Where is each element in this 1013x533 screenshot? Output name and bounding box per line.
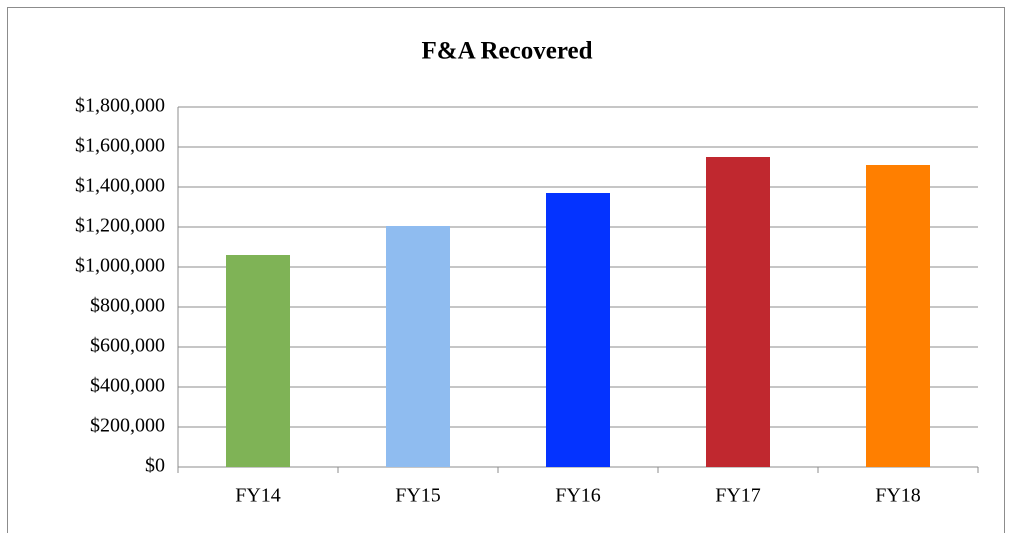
y-tick-label: $0 (145, 455, 165, 477)
x-tick-label: FY16 (555, 485, 601, 507)
x-tick-label: FY15 (395, 485, 441, 507)
bar (226, 255, 290, 467)
chart-frame (7, 7, 1005, 533)
x-tick-label: FY14 (235, 485, 281, 507)
y-tick-label: $200,000 (90, 415, 165, 437)
y-tick-label: $1,400,000 (75, 175, 165, 197)
y-tick-label: $1,600,000 (75, 135, 165, 157)
y-tick-label: $1,800,000 (75, 95, 165, 117)
bar (546, 193, 610, 467)
bar (706, 157, 770, 467)
y-tick-label: $400,000 (90, 375, 165, 397)
x-tick-label: FY17 (715, 485, 761, 507)
y-tick-label: $800,000 (90, 295, 165, 317)
x-tick-label: FY18 (875, 485, 921, 507)
bar (386, 226, 450, 467)
bar (866, 165, 930, 467)
y-tick-label: $1,000,000 (75, 255, 165, 277)
chart-title: F&A Recovered (421, 38, 592, 65)
y-tick-label: $1,200,000 (75, 215, 165, 237)
y-tick-label: $600,000 (90, 335, 165, 357)
